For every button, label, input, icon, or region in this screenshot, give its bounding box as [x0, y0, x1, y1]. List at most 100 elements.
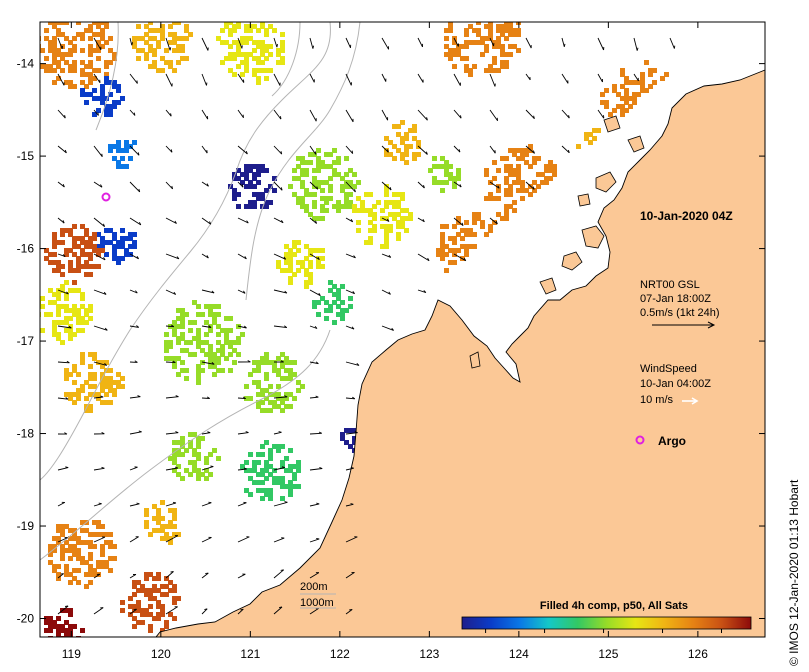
sst-pixel	[264, 188, 269, 193]
wind-arrow	[93, 253, 106, 261]
sst-pixel	[592, 128, 597, 133]
sst-pixel	[284, 396, 289, 401]
sst-pixel	[620, 72, 625, 77]
sst-pixel	[348, 200, 353, 205]
sst-pixel	[260, 356, 265, 361]
sst-pixel	[268, 488, 273, 493]
sst-pixel	[472, 220, 477, 225]
sst-pixel	[172, 356, 177, 361]
sst-pixel	[136, 600, 141, 605]
sst-pixel	[460, 8, 465, 13]
sst-pixel	[144, 592, 149, 597]
sst-pixel	[388, 200, 393, 205]
sst-pixel	[72, 44, 77, 49]
wind-arrow-head	[319, 466, 323, 469]
wind-arrow	[237, 289, 246, 294]
wind-arrow	[129, 109, 136, 116]
sst-pixel	[108, 108, 113, 113]
sst-pixel	[508, 44, 513, 49]
sst-pixel	[444, 268, 449, 273]
sst-pixel	[156, 572, 161, 577]
sst-pixel	[104, 96, 109, 101]
sst-pixel	[500, 44, 505, 49]
wind-arrow	[165, 571, 174, 579]
sst-pixel	[620, 96, 625, 101]
sst-pixel	[624, 96, 629, 101]
wind-arrow	[273, 253, 286, 260]
sst-pixel	[84, 584, 89, 589]
sst-pixel	[440, 248, 445, 253]
sst-pixel	[444, 44, 449, 49]
sst-pixel	[180, 360, 185, 365]
sst-pixel	[476, 28, 481, 33]
sst-pixel	[404, 160, 409, 165]
sst-pixel	[248, 204, 253, 209]
sst-pixel	[56, 296, 61, 301]
sst-pixel	[176, 316, 181, 321]
sst-pixel	[436, 164, 441, 169]
sst-pixel	[264, 440, 269, 445]
sst-pixel	[484, 4, 489, 9]
sst-pixel	[144, 16, 149, 21]
sst-pixel	[148, 28, 153, 33]
sst-pixel	[228, 368, 233, 373]
sst-pixel	[464, 68, 469, 73]
sst-pixel	[60, 624, 65, 629]
sst-pixel	[384, 188, 389, 193]
sst-pixel	[92, 520, 97, 525]
sst-pixel	[396, 236, 401, 241]
sst-pixel	[56, 312, 61, 317]
sst-pixel	[392, 200, 397, 205]
argo-marker[interactable]	[101, 192, 111, 202]
sst-pixel	[168, 508, 173, 513]
sst-pixel	[44, 256, 49, 261]
sst-pixel	[128, 604, 133, 609]
sst-pixel	[92, 568, 97, 573]
sst-pixel	[196, 380, 201, 385]
sst-pixel	[276, 448, 281, 453]
sst-pixel	[256, 488, 261, 493]
wind-arrow-head	[205, 572, 209, 575]
sst-pixel	[244, 468, 249, 473]
sst-pixel	[520, 156, 525, 161]
sst-pixel	[268, 68, 273, 73]
sst-pixel	[244, 204, 249, 209]
sst-pixel	[156, 520, 161, 525]
wind-arrow	[561, 73, 569, 84]
sst-pixel	[88, 564, 93, 569]
wind-arrow	[633, 73, 639, 82]
sst-pixel	[52, 300, 57, 305]
sst-pixel	[76, 16, 81, 21]
wind-arrow-head	[563, 43, 566, 47]
sst-pixel	[64, 8, 69, 13]
sst-pixel	[332, 284, 337, 289]
sst-pixel	[368, 220, 373, 225]
sst-pixel	[264, 468, 269, 473]
sst-pixel	[280, 480, 285, 485]
sst-pixel	[540, 180, 545, 185]
sst-pixel	[460, 0, 465, 5]
sst-pixel	[532, 188, 537, 193]
lat-tick-label: -16	[17, 242, 35, 256]
sst-pixel	[340, 432, 345, 437]
sst-pixel	[248, 52, 253, 57]
sst-pixel	[80, 292, 85, 297]
sst-pixel	[92, 352, 97, 357]
sst-pixel	[72, 536, 77, 541]
sst-pixel	[284, 468, 289, 473]
sst-pixel	[308, 212, 313, 217]
wind-arrow	[237, 145, 248, 155]
sst-pixel	[100, 88, 105, 93]
sst-pixel	[48, 548, 53, 553]
sst-pixel	[144, 608, 149, 613]
wind-arrow	[381, 289, 391, 295]
sst-pixel	[260, 52, 265, 57]
sst-pixel	[352, 440, 357, 445]
sst-pixel	[148, 48, 153, 53]
sst-pixel	[88, 316, 93, 321]
wind-arrow-head	[172, 501, 177, 504]
sst-pixel	[80, 560, 85, 565]
sst-pixel	[156, 512, 161, 517]
sst-pixel	[332, 168, 337, 173]
